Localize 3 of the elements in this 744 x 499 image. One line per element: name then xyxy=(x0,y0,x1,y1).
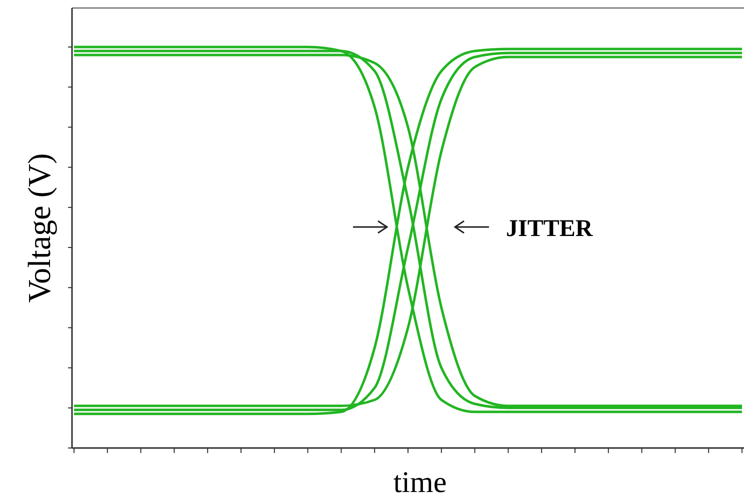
y-axis-title: Voltage (V) xyxy=(21,153,57,303)
annotation: JITTER xyxy=(506,216,594,242)
x-axis-title: time xyxy=(393,466,447,499)
